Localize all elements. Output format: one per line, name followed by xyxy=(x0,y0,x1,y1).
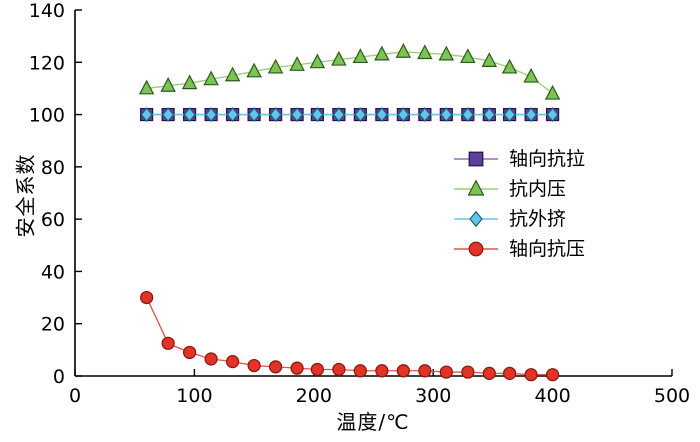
y-tick-label: 20 xyxy=(41,314,65,336)
legend: 轴向抗拉 抗内压 抗外挤 轴向抗压 xyxy=(452,147,585,260)
legend-item-internal-pressure: 抗内压 xyxy=(452,177,585,200)
x-tick-label: 300 xyxy=(415,385,451,407)
x-tick-label: 100 xyxy=(176,385,212,407)
y-tick-label: 0 xyxy=(53,366,65,388)
x-axis-label: 温度/℃ xyxy=(336,410,410,434)
series-axial-compressive xyxy=(140,290,560,382)
x-tick-label: 0 xyxy=(69,385,81,407)
legend-marker-internal-pressure-icon xyxy=(454,178,498,196)
legend-item-axial-tensile: 轴向抗拉 xyxy=(452,147,585,170)
y-tick-label: 80 xyxy=(41,157,65,179)
y-tick-label: 120 xyxy=(29,52,65,74)
legend-marker-axial-compressive-icon xyxy=(454,241,498,256)
y-tick-label: 60 xyxy=(41,209,65,231)
y-tick-label: 140 xyxy=(29,0,65,22)
y-tick-label: 100 xyxy=(29,105,65,127)
x-tick-label: 500 xyxy=(654,385,690,407)
legend-marker-external-collapse-icon xyxy=(454,210,498,227)
x-tick-label: 400 xyxy=(534,385,570,407)
legend-label-axial-compressive: 轴向抗压 xyxy=(509,237,586,260)
legend-item-axial-compressive: 轴向抗压 xyxy=(452,237,585,260)
x-ticks: 0 100 200 300 400 500 xyxy=(69,369,690,407)
series-external-collapse xyxy=(140,107,559,123)
axes xyxy=(74,10,672,377)
x-tick-label: 200 xyxy=(296,385,332,407)
legend-item-external-collapse: 抗外挤 xyxy=(452,207,585,230)
series-internal-pressure xyxy=(138,43,561,100)
y-axis-label: 安全系数 xyxy=(13,153,38,238)
legend-marker-axial-tensile-icon xyxy=(454,151,498,166)
y-ticks: 0 20 40 60 80 100 120 140 xyxy=(29,0,82,388)
legend-label-internal-pressure: 抗内压 xyxy=(509,177,567,200)
y-tick-label: 40 xyxy=(41,261,65,283)
legend-label-axial-tensile: 轴向抗拉 xyxy=(509,147,586,170)
legend-label-external-collapse: 抗外挤 xyxy=(509,207,567,230)
